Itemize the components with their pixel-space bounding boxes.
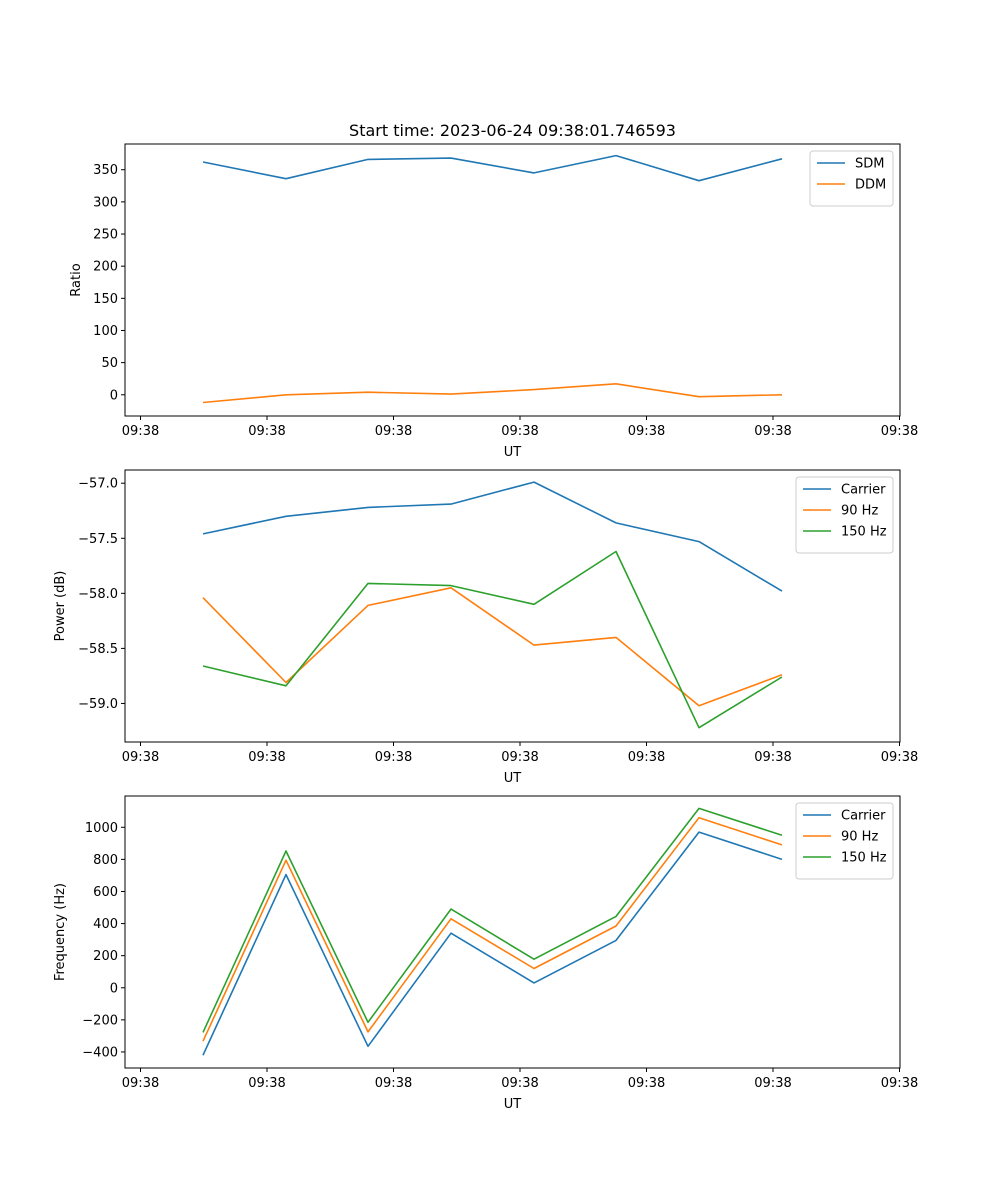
y-axis-label: Ratio [69, 263, 84, 296]
chart-title: Start time: 2023-06-24 09:38:01.746593 [349, 121, 676, 140]
legend-label: 90 Hz [841, 504, 878, 519]
x-tick-label: 09:38 [754, 424, 791, 439]
y-tick-label: 100 [93, 324, 118, 339]
y-tick-label: 200 [93, 260, 118, 275]
legend-label: DDM [855, 178, 886, 193]
x-tick-label: 09:38 [754, 1076, 791, 1091]
chart-panel-3: 09:38 09:38 09:38 09:38 09:38 09:38 09:38 −400 −… [53, 795, 918, 1112]
y-tick-label: −59.0 [78, 697, 118, 712]
legend-box [809, 150, 894, 207]
y-tick-label: −200 [82, 1013, 118, 1028]
y-tick-label: −400 [82, 1045, 118, 1060]
y-tick-label: 200 [93, 949, 118, 964]
x-tick-label: 09:38 [881, 750, 918, 765]
y-tick-label: 600 [93, 885, 118, 900]
x-tick-label: 09:38 [122, 750, 159, 765]
x-tick-label: 09:38 [375, 424, 412, 439]
y-tick-label: 350 [93, 163, 118, 178]
series-line-150-hz [202, 550, 783, 729]
legend-label: Carrier [841, 483, 886, 498]
x-axis-label: UT [504, 445, 522, 460]
plot-frame [124, 469, 901, 743]
series-line-90-hz [202, 586, 783, 707]
x-axis-label: UT [504, 771, 522, 786]
series-line-150-hz [202, 807, 783, 1033]
series-line-sdm [202, 154, 783, 182]
chart-panel-2: 09:38 09:38 09:38 09:38 09:38 09:38 09:38 −57.0… [53, 469, 918, 786]
y-tick-label: 50 [101, 356, 118, 371]
legend-label: 150 Hz [841, 525, 887, 540]
legend-box [795, 802, 894, 880]
x-tick-label: 09:38 [628, 424, 665, 439]
y-tick-label: −58.5 [78, 642, 118, 657]
x-tick-label: 09:38 [881, 1076, 918, 1091]
y-tick-label: −57.5 [78, 532, 118, 547]
legend-label: 90 Hz [841, 830, 878, 845]
x-tick-label: 09:38 [881, 424, 918, 439]
plot-frame [124, 143, 901, 417]
x-tick-label: 09:38 [248, 1076, 285, 1091]
y-tick-label: 400 [93, 917, 118, 932]
series-line-carrier [202, 481, 783, 592]
y-tick-label: 250 [93, 228, 118, 243]
legend-box [795, 476, 894, 554]
x-tick-label: 09:38 [628, 750, 665, 765]
legend: SDM DDM [809, 150, 894, 207]
legend-label: Carrier [841, 809, 886, 824]
y-tick-label: −57.0 [78, 477, 118, 492]
y-tick-label: 300 [93, 195, 118, 210]
y-tick-label: 0 [110, 981, 118, 996]
y-axis-label: Frequency (Hz) [53, 883, 68, 981]
series-line-carrier [202, 831, 783, 1056]
x-tick-label: 09:38 [375, 750, 412, 765]
y-axis-label: Power (dB) [53, 571, 68, 642]
series-line-ddm [202, 382, 783, 404]
x-tick-label: 09:38 [122, 424, 159, 439]
x-tick-label: 09:38 [754, 750, 791, 765]
x-tick-label: 09:38 [122, 1076, 159, 1091]
x-tick-label: 09:38 [248, 750, 285, 765]
y-tick-label: 800 [93, 853, 118, 868]
y-tick-label: −58.0 [78, 587, 118, 602]
x-tick-label: 09:38 [501, 750, 538, 765]
y-tick-label: 1000 [85, 821, 118, 836]
legend: Carrier 90 Hz 150 Hz [795, 476, 894, 554]
plot-frame [124, 795, 901, 1069]
y-tick-label: 150 [93, 292, 118, 307]
x-axis-label: UT [504, 1097, 522, 1112]
x-tick-label: 09:38 [501, 424, 538, 439]
legend-label: SDM [855, 157, 884, 172]
x-tick-label: 09:38 [628, 1076, 665, 1091]
legend: Carrier 90 Hz 150 Hz [795, 802, 894, 880]
x-tick-label: 09:38 [248, 424, 285, 439]
x-tick-label: 09:38 [375, 1076, 412, 1091]
chart-panel-1: 09:38 09:38 09:38 09:38 09:38 09:38 09:38 0 50 10… [69, 143, 918, 460]
series-line-90-hz [202, 816, 783, 1042]
legend-label: 150 Hz [841, 851, 887, 866]
x-tick-label: 09:38 [501, 1076, 538, 1091]
y-tick-label: 0 [110, 388, 118, 403]
